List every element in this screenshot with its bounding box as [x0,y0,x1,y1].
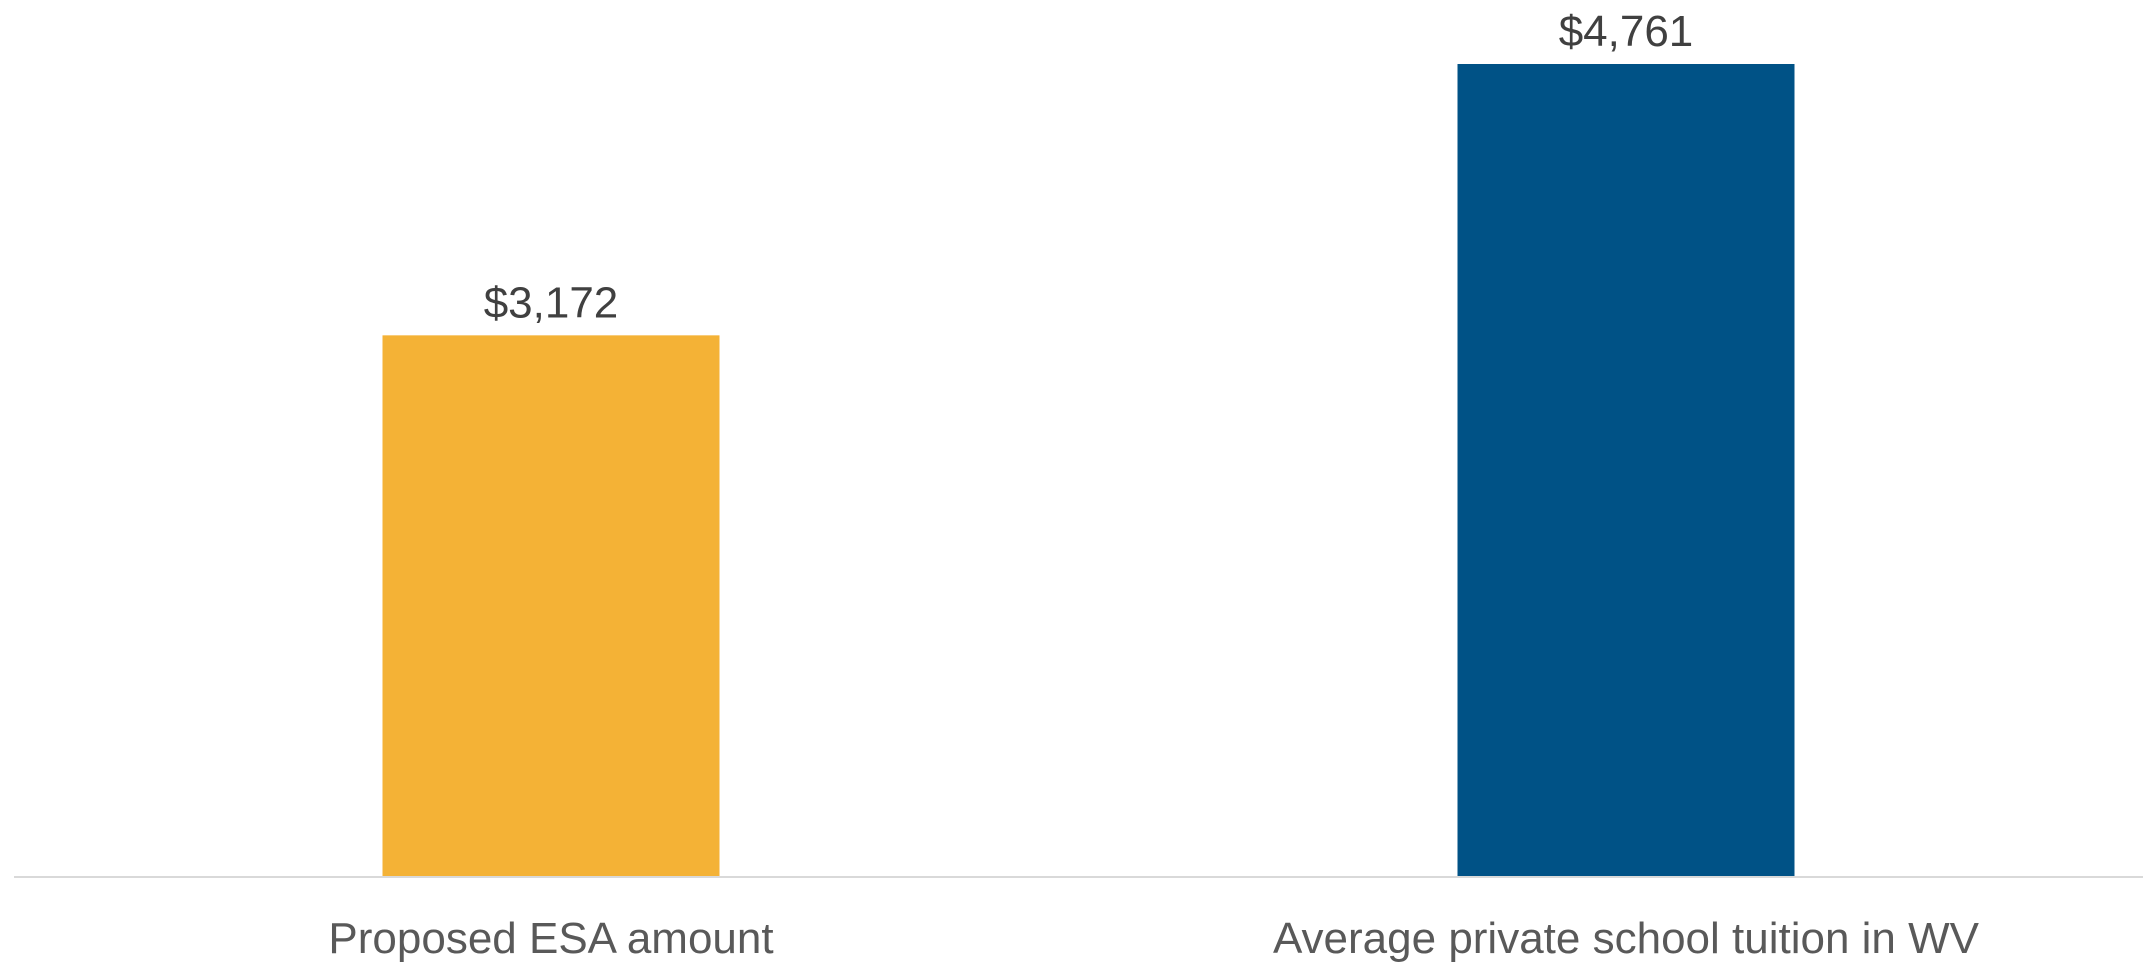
data-label: $4,761 [1559,7,1694,56]
category-label: Proposed ESA amount [328,914,773,963]
bar-proposed-esa-amount [382,335,720,877]
bar-average-private-school-tuition [1457,64,1795,877]
category-label: Average private school tuition in WV [1273,914,1980,963]
data-label: $3,172 [484,278,619,327]
bars [382,64,1795,877]
labels: $3,172 Proposed ESA amount $4,761 Average p… [328,7,1979,963]
